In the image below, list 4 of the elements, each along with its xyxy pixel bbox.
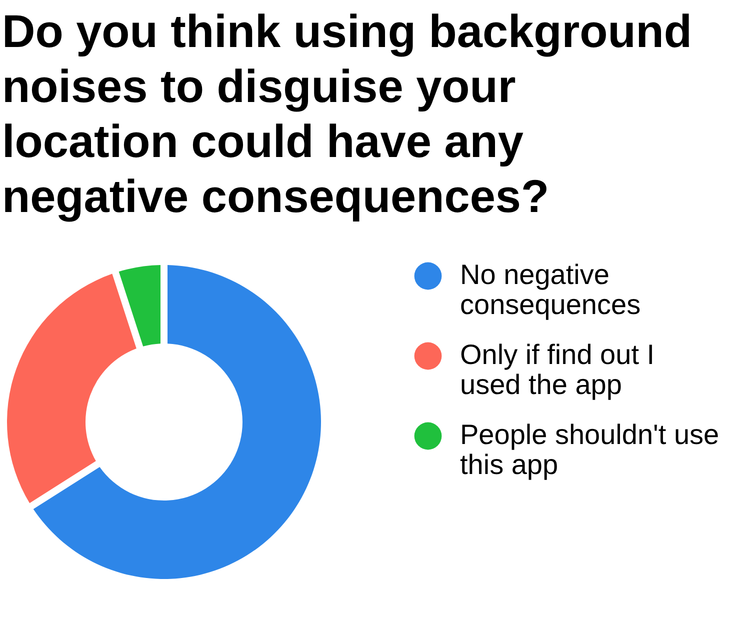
legend-label: No negative consequences [460, 259, 641, 320]
legend-label: People shouldn't use this app [460, 419, 720, 480]
chart-title: Do you think using background noises to disguise your location could have any negative consequences? [2, 5, 692, 222]
legend-label: Only if find out I used the app [460, 339, 655, 400]
